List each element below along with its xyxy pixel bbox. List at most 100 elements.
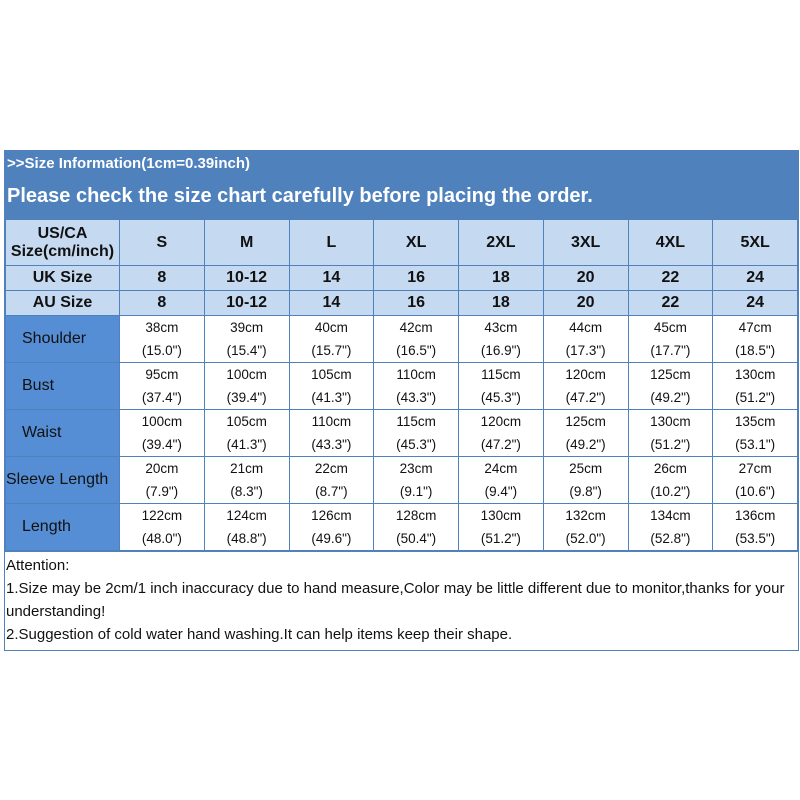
cm-value: 120cm: [565, 367, 606, 382]
au-size-row: AU Size 8 10-12 14 16 18 20 22 24: [5, 290, 798, 316]
measurement-cell: 105cm (41.3"): [288, 362, 375, 410]
inch-value: (45.3"): [480, 390, 521, 405]
inch-value: (49.2"): [565, 437, 606, 452]
cm-value: 100cm: [226, 367, 267, 382]
inch-value: (37.4"): [141, 390, 182, 405]
cm-value: 47cm: [738, 320, 772, 335]
inch-value: (41.3"): [226, 437, 267, 452]
measurement-cell: 25cm (9.8"): [542, 456, 629, 504]
size-cell: 5XL: [712, 219, 798, 266]
size-cell: 8: [119, 290, 205, 316]
measurement-label: Waist: [5, 409, 120, 457]
cm-value: 115cm: [396, 414, 436, 429]
cm-value: 134cm: [650, 508, 691, 523]
size-cell: 16: [373, 265, 459, 291]
measurement-cell: 126cm (49.6"): [288, 503, 375, 551]
inch-value: (45.3"): [396, 437, 437, 452]
measurement-cell: 136cm (53.5"): [712, 503, 798, 551]
cm-value: 45cm: [653, 320, 687, 335]
measurement-cell: 100cm (39.4"): [203, 362, 290, 410]
inch-value: (18.5"): [735, 343, 776, 358]
cm-value: 130cm: [734, 367, 776, 382]
inch-value: (49.2"): [650, 390, 691, 405]
attention-title: Attention:: [6, 557, 70, 574]
measurement-cell: 40cm (15.7"): [288, 315, 375, 363]
size-cell: S: [119, 219, 205, 266]
cm-value: 105cm: [226, 414, 267, 429]
cm-value: 24cm: [484, 461, 518, 476]
measurement-cell: 45cm (17.7"): [627, 315, 714, 363]
inch-value: (39.4"): [141, 437, 182, 452]
inch-value: (10.6"): [735, 484, 776, 499]
cm-value: 95cm: [145, 367, 179, 382]
measurement-cell: 115cm (45.3"): [373, 409, 459, 457]
cm-value: 43cm: [484, 320, 518, 335]
measurement-cell: 115cm (45.3"): [458, 362, 544, 410]
inch-value: (52.8"): [650, 531, 691, 546]
inch-value: (49.6"): [311, 531, 352, 546]
measurement-cell: 26cm (10.2"): [627, 456, 714, 504]
measurement-cell: 22cm (8.7"): [288, 456, 375, 504]
inch-value: (47.2"): [480, 437, 521, 452]
inch-value: (9.8"): [569, 484, 602, 499]
cm-value: 110cm: [311, 414, 352, 429]
measurement-cell: 122cm (48.0"): [119, 503, 205, 551]
measurement-cell: 125cm (49.2"): [542, 409, 629, 457]
inch-value: (43.3"): [396, 390, 437, 405]
size-info-title: >>Size Information(1cm=0.39inch): [7, 155, 250, 172]
cm-value: 115cm: [481, 367, 521, 382]
measurement-cell: 43cm (16.9"): [458, 315, 544, 363]
size-cell: 14: [288, 265, 375, 291]
inch-value: (8.7"): [315, 484, 348, 499]
row-header: AU Size: [5, 290, 120, 316]
inch-value: (7.9"): [145, 484, 179, 499]
row-header: US/CA Size(cm/inch): [5, 219, 120, 266]
inch-value: (39.4"): [226, 390, 267, 405]
size-cell: M: [203, 219, 290, 266]
inch-value: (48.0"): [141, 531, 182, 546]
inch-value: (15.0"): [141, 343, 182, 358]
measurement-cell: 95cm (37.4"): [119, 362, 205, 410]
measurement-cell: 110cm (43.3"): [288, 409, 375, 457]
inch-value: (9.1"): [399, 484, 433, 499]
banner: >>Size Information(1cm=0.39inch) Please …: [5, 151, 798, 219]
inch-value: (8.3"): [230, 484, 263, 499]
measurement-cell: 132cm (52.0"): [542, 503, 629, 551]
cm-value: 20cm: [145, 461, 179, 476]
cm-value: 100cm: [141, 414, 183, 429]
size-cell: 20: [542, 290, 629, 316]
cm-value: 135cm: [734, 414, 776, 429]
cm-value: 26cm: [653, 461, 687, 476]
inch-value: (52.0"): [565, 531, 606, 546]
inch-value: (51.2"): [650, 437, 691, 452]
measurement-cell: 44cm (17.3"): [542, 315, 629, 363]
cm-value: 105cm: [311, 367, 352, 382]
measurement-label: Sleeve Length: [5, 456, 120, 504]
measurement-row: Shoulder 38cm (15.0") 39cm (15.4") 40cm (15.7"…: [5, 315, 798, 363]
cm-value: 124cm: [226, 508, 267, 523]
measurement-cell: 23cm (9.1"): [373, 456, 459, 504]
measurement-row: Length 122cm (48.0") 124cm (48.8") 126cm (49.6…: [5, 503, 798, 551]
measurement-label: Length: [5, 503, 120, 551]
cm-value: 126cm: [311, 508, 352, 523]
uk-size-row: UK Size 8 10-12 14 16 18 20 22 24: [5, 265, 798, 291]
header-row: US/CA Size(cm/inch) S M L XL 2XL 3XL 4XL 5XL: [5, 219, 798, 266]
measurement-cell: 120cm (47.2"): [542, 362, 629, 410]
inch-value: (47.2"): [565, 390, 606, 405]
measurement-cell: 39cm (15.4"): [203, 315, 290, 363]
measurement-cell: 47cm (18.5"): [712, 315, 798, 363]
inch-value: (10.2"): [650, 484, 691, 499]
size-cell: 10-12: [203, 290, 290, 316]
measurement-cell: 124cm (48.8"): [203, 503, 290, 551]
size-cell: 3XL: [542, 219, 629, 266]
cm-value: 128cm: [395, 508, 437, 523]
measurement-label: Shoulder: [5, 315, 120, 363]
measurement-cell: 105cm (41.3"): [203, 409, 290, 457]
measurement-row: Bust 95cm (37.4") 100cm (39.4") 105cm (41.3") 1…: [5, 362, 798, 410]
cm-value: 132cm: [565, 508, 606, 523]
cm-value: 39cm: [230, 320, 264, 335]
size-cell: 22: [627, 290, 714, 316]
attention-section: Attention: 1.Size may be 2cm/1 inch inac…: [5, 551, 798, 650]
measurement-cell: 130cm (51.2"): [627, 409, 714, 457]
cm-value: 42cm: [399, 320, 433, 335]
